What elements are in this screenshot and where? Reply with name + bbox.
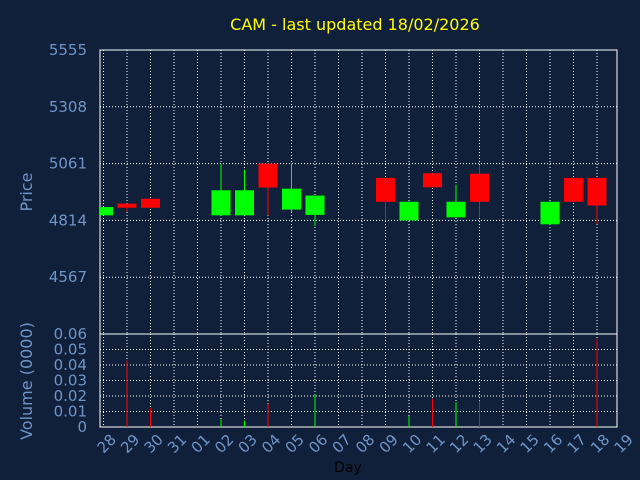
- price-panel: 5555 5308 5061 4814 4567 Price: [17, 41, 618, 335]
- candle: [211, 163, 231, 216]
- candle: [100, 207, 113, 216]
- candle-body: [117, 203, 137, 208]
- volume-tick-labels: 0.060.050.040.030.020.010: [54, 325, 87, 436]
- candle: [564, 177, 583, 202]
- candle: [470, 164, 489, 218]
- candle: [305, 195, 325, 226]
- candle-body: [470, 173, 489, 202]
- price-grid: [100, 49, 617, 334]
- x-tick-label: 12: [446, 431, 472, 457]
- volume-tick-label: 0.05: [54, 341, 87, 359]
- candle-body: [305, 195, 325, 215]
- volume-tick-label: 0.01: [54, 403, 87, 421]
- x-tick-label: 03: [235, 431, 261, 457]
- candle: [587, 177, 607, 225]
- price-axis-label: Price: [17, 172, 36, 211]
- volume-grid: [100, 333, 617, 428]
- price-tick-label: 4814: [49, 211, 87, 229]
- x-tick-label: 02: [211, 431, 237, 457]
- x-tick-label: 16: [540, 431, 566, 457]
- candle: [376, 177, 395, 221]
- candle: [446, 184, 466, 218]
- candle-body: [540, 201, 560, 225]
- candle-body: [100, 207, 113, 216]
- candle-body: [258, 163, 278, 188]
- x-tick-label: 18: [587, 431, 613, 457]
- x-tick-label: 10: [399, 431, 425, 457]
- candle: [235, 169, 254, 216]
- candle: [540, 201, 560, 225]
- x-tick-label: 28: [94, 431, 120, 457]
- candle-body: [211, 190, 231, 216]
- x-tick-label: 15: [517, 431, 543, 457]
- x-tick-label: 31: [164, 431, 190, 457]
- candle-body: [282, 188, 301, 210]
- price-tick-label: 4567: [49, 268, 87, 286]
- volume-bars: [126, 338, 598, 427]
- x-tick-label: 14: [493, 431, 519, 457]
- x-tick-label: 09: [376, 431, 402, 457]
- x-tick-label: 29: [117, 431, 143, 457]
- candle-body: [446, 201, 466, 218]
- x-axis-label: Day: [334, 460, 362, 476]
- candle-body: [564, 177, 583, 202]
- x-tick-label: 04: [258, 431, 284, 457]
- volume-tick-label: 0.06: [54, 325, 87, 343]
- candle-body: [423, 173, 442, 188]
- price-tick-labels: 5555 5308 5061 4814 4567: [49, 41, 87, 286]
- volume-tick-label: 0: [77, 418, 87, 436]
- volume-tick-label: 0.02: [54, 387, 87, 405]
- x-tick-label: 08: [352, 431, 378, 457]
- chart-title: CAM - last updated 18/02/2026: [230, 15, 480, 34]
- x-tick-label: 07: [329, 431, 355, 457]
- x-tick-label: 30: [141, 431, 167, 457]
- x-tick-label: 01: [188, 431, 214, 457]
- candle: [282, 163, 301, 213]
- candle: [117, 203, 137, 212]
- candle: [399, 201, 419, 221]
- candle-body: [587, 177, 607, 206]
- candle-body: [399, 201, 419, 221]
- price-panel-frame: [99, 49, 618, 335]
- x-tick-label: 05: [282, 431, 308, 457]
- candle-body: [141, 198, 160, 208]
- x-tick-label: 19: [611, 431, 637, 457]
- x-tick-labels: 2829303101020304050607080910111213141516…: [94, 431, 637, 457]
- candles: [100, 163, 607, 226]
- x-tick-label: 17: [564, 431, 590, 457]
- volume-axis-label: Volume (0000): [17, 322, 36, 440]
- volume-tick-label: 0.03: [54, 372, 87, 390]
- x-tick-label: 06: [305, 431, 331, 457]
- volume-tick-label: 0.04: [54, 356, 87, 374]
- candle: [141, 198, 160, 208]
- price-tick-label: 5555: [49, 41, 87, 59]
- candle: [423, 173, 442, 188]
- price-tick-label: 5308: [49, 98, 87, 116]
- price-tick-label: 5061: [49, 155, 87, 173]
- candle-body: [376, 177, 395, 202]
- candle: [258, 163, 278, 216]
- volume-panel: 0.060.050.040.030.020.010 Volume (0000): [17, 322, 618, 440]
- x-tick-label: 11: [423, 431, 449, 457]
- candle-body: [235, 190, 254, 216]
- x-tick-label: 13: [470, 431, 496, 457]
